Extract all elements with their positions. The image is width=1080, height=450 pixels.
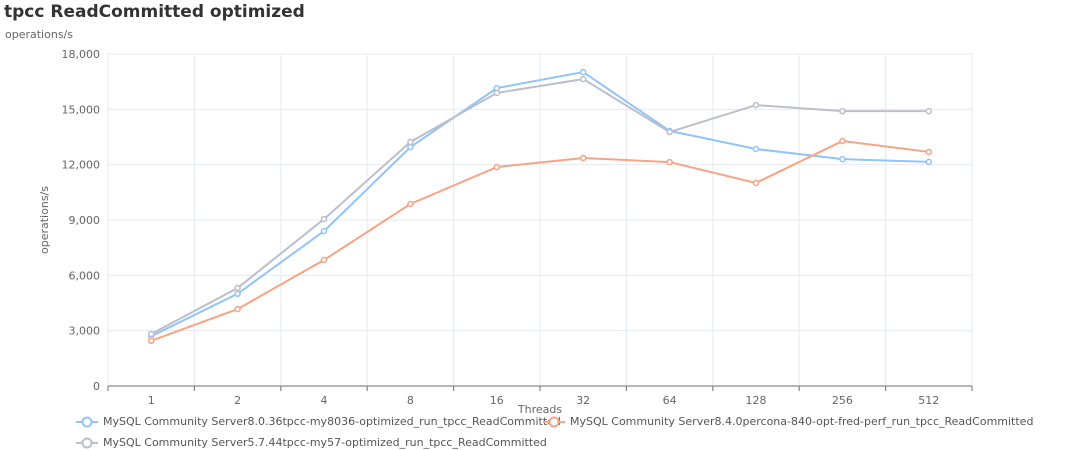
data-point-1 xyxy=(925,148,933,156)
legend-marker-icon xyxy=(76,437,98,448)
data-point-1 xyxy=(752,179,760,187)
legend-marker-icon xyxy=(543,416,565,427)
data-point-2 xyxy=(925,107,933,115)
legend-item-1[interactable]: MySQL Community Server8.4.0percona-840-o… xyxy=(543,415,1033,428)
data-point-1 xyxy=(839,137,846,145)
data-point-0 xyxy=(752,145,760,153)
x-tick-label: 256 xyxy=(832,394,853,407)
data-point-1 xyxy=(320,256,328,264)
data-point-1 xyxy=(579,154,587,162)
y-axis-title: operations/s xyxy=(38,186,51,254)
x-tick-label: 8 xyxy=(407,394,414,407)
x-tick-label: 64 xyxy=(663,394,677,407)
data-point-1 xyxy=(147,337,155,345)
x-tick-label: 2 xyxy=(234,394,241,407)
y-tick-label: 0 xyxy=(93,380,100,393)
data-point-1 xyxy=(493,163,501,171)
series-line-0 xyxy=(150,71,929,338)
legend-label: MySQL Community Server5.7.44tpcc-my57-op… xyxy=(103,436,547,449)
data-point-0 xyxy=(320,227,328,235)
series-line-2 xyxy=(150,78,929,335)
x-tick-label: 512 xyxy=(918,394,939,407)
data-point-2 xyxy=(752,101,760,109)
data-point-0 xyxy=(925,158,933,166)
chart-subtitle: operations/s xyxy=(5,28,73,41)
x-tick-label: 1 xyxy=(148,394,155,407)
y-tick-label: 6,000 xyxy=(69,269,101,282)
x-tick-label: 128 xyxy=(746,394,767,407)
data-point-0 xyxy=(407,143,414,151)
legend-marker-icon xyxy=(76,416,98,427)
x-tick-label: 4 xyxy=(321,394,328,407)
x-tick-label: 16 xyxy=(490,394,504,407)
data-point-2 xyxy=(147,330,155,338)
data-point-1 xyxy=(234,305,241,313)
data-point-1 xyxy=(407,200,414,208)
data-point-2 xyxy=(407,138,414,146)
data-point-0 xyxy=(234,290,241,298)
legend-item-0[interactable]: MySQL Community Server8.0.36tpcc-my8036-… xyxy=(76,415,561,428)
y-tick-label: 18,000 xyxy=(62,48,101,61)
data-point-2 xyxy=(320,215,328,223)
series-line-1 xyxy=(150,140,929,342)
y-tick-label: 9,000 xyxy=(69,214,101,227)
data-point-2 xyxy=(234,284,241,292)
x-axis-title: Threads xyxy=(517,403,562,416)
chart-title: tpcc ReadCommitted optimized xyxy=(4,2,305,22)
y-tick-label: 15,000 xyxy=(62,103,101,116)
legend-label: MySQL Community Server8.0.36tpcc-my8036-… xyxy=(103,415,561,428)
data-point-0 xyxy=(839,155,846,163)
y-tick-label: 3,000 xyxy=(69,325,101,338)
legend-label: MySQL Community Server8.4.0percona-840-o… xyxy=(570,415,1034,428)
data-point-2 xyxy=(493,89,501,97)
legend-item-2[interactable]: MySQL Community Server5.7.44tpcc-my57-op… xyxy=(76,436,547,449)
data-point-2 xyxy=(666,128,673,136)
data-point-1 xyxy=(666,158,673,166)
data-point-0 xyxy=(579,68,587,76)
data-point-2 xyxy=(839,107,846,115)
y-tick-label: 12,000 xyxy=(62,159,101,172)
data-point-2 xyxy=(579,75,587,83)
x-tick-label: 32 xyxy=(576,394,590,407)
